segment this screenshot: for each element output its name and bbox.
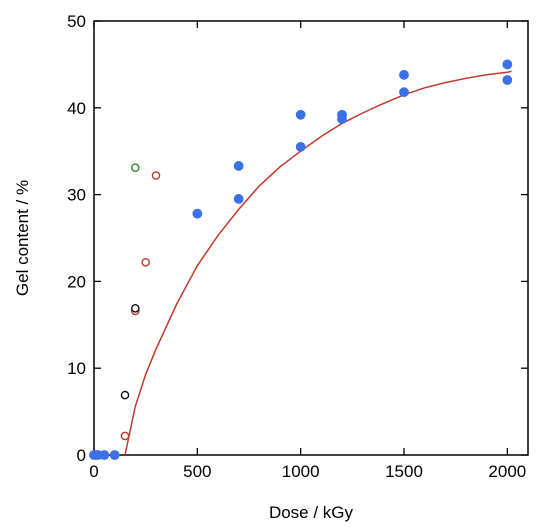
x-tick-label: 500 [183,462,211,481]
tick-labels: 0 500 1000 1500 2000 0 10 20 30 40 50 [67,12,526,481]
x-axis-title: Dose / kGy [269,503,354,522]
data-point-open [120,390,130,400]
y-tick-label: 40 [67,99,86,118]
data-point-filled [99,450,110,460]
data-point-filled [192,208,203,219]
data-point-filled [295,109,306,120]
data-point-filled [502,75,513,85]
data-point-filled [399,87,409,98]
axis-ticks [93,20,528,456]
data-point-open [131,163,140,172]
data-point-filled [109,450,120,460]
data-point-filled [399,69,409,80]
data-point-filled [337,114,347,124]
data-point-open [141,258,150,267]
data-point-open [151,171,161,180]
y-tick-label: 0 [77,446,86,465]
fit-curve [124,70,512,456]
data-point-open [120,431,130,441]
y-tick-label: 30 [67,186,86,205]
data-point-open [131,304,140,313]
data-point-filled [233,161,244,171]
data-point-filled [295,141,306,152]
x-tick-label: 1500 [385,462,423,481]
y-tick-label: 10 [67,359,86,378]
x-tick-label: 2000 [488,462,526,481]
x-tick-label: 0 [89,462,98,481]
plot-frame [93,20,529,456]
data-point-filled [502,59,513,70]
y-tick-label: 50 [67,12,86,31]
x-tick-label: 1000 [282,462,320,481]
data-points [89,59,513,460]
y-axis-title: Gel content / % [13,180,32,296]
y-tick-label: 20 [67,272,86,291]
data-point-filled [233,194,244,204]
